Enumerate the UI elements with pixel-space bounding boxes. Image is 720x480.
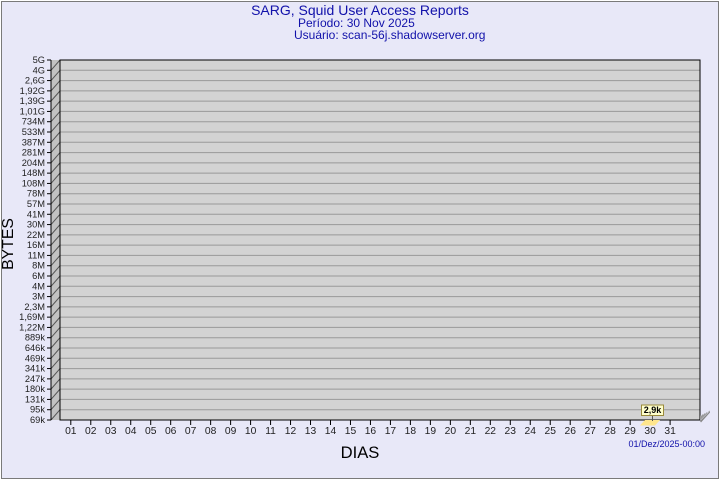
svg-text:69k: 69k [30,415,45,425]
svg-text:BYTES: BYTES [0,218,17,270]
svg-text:19: 19 [425,426,437,437]
svg-text:889k: 889k [25,333,46,343]
svg-text:8M: 8M [32,261,45,271]
svg-text:21: 21 [465,426,477,437]
svg-text:24: 24 [525,426,537,437]
svg-text:01/Dez/2025-00:00: 01/Dez/2025-00:00 [628,439,705,449]
svg-text:04: 04 [125,426,137,437]
svg-text:17: 17 [385,426,397,437]
svg-text:22: 22 [485,426,497,437]
svg-text:30M: 30M [27,220,45,230]
svg-text:469k: 469k [25,353,46,363]
svg-text:247k: 247k [25,374,46,384]
svg-text:12: 12 [285,426,297,437]
svg-text:03: 03 [105,426,117,437]
svg-text:10: 10 [245,426,257,437]
svg-text:204M: 204M [22,158,45,168]
svg-text:78M: 78M [27,189,45,199]
svg-text:08: 08 [205,426,217,437]
svg-text:26: 26 [564,426,576,437]
svg-text:2,9k: 2,9k [644,405,663,415]
svg-text:14: 14 [325,426,337,437]
svg-text:1,22M: 1,22M [19,322,45,332]
svg-text:734M: 734M [22,117,45,127]
svg-text:23: 23 [505,426,517,437]
svg-text:16M: 16M [27,240,45,250]
svg-text:11M: 11M [28,250,45,260]
svg-text:4G: 4G [33,65,45,75]
svg-text:29: 29 [624,426,636,437]
svg-text:387M: 387M [22,137,45,147]
svg-text:131k: 131k [25,394,46,404]
svg-text:4M: 4M [32,281,45,291]
svg-text:DIAS: DIAS [341,443,380,462]
svg-text:11: 11 [265,426,276,437]
svg-text:09: 09 [225,426,237,437]
svg-text:13: 13 [305,426,317,437]
svg-text:5G: 5G [33,55,45,65]
svg-text:281M: 281M [22,148,45,158]
svg-text:41M: 41M [27,209,45,219]
svg-text:95k: 95k [30,405,45,415]
svg-text:1,69M: 1,69M [19,312,45,322]
svg-text:07: 07 [185,426,197,437]
svg-text:27: 27 [584,426,596,437]
svg-text:15: 15 [345,426,357,437]
svg-text:28: 28 [604,426,616,437]
svg-text:31: 31 [664,426,676,437]
svg-text:02: 02 [85,426,97,437]
svg-text:2,6G: 2,6G [25,76,45,86]
svg-text:3M: 3M [32,292,45,302]
svg-text:108M: 108M [22,178,45,188]
svg-text:341k: 341k [25,364,46,374]
svg-text:57M: 57M [27,199,45,209]
svg-text:1,01G: 1,01G [20,106,45,116]
svg-text:1,39G: 1,39G [20,96,45,106]
svg-text:22M: 22M [27,230,45,240]
svg-text:05: 05 [145,426,157,437]
svg-text:25: 25 [545,426,557,437]
svg-text:30: 30 [644,426,656,437]
svg-text:Usuário: scan-56j.shadowserver: Usuário: scan-56j.shadowserver.org [294,28,485,42]
svg-text:1,92G: 1,92G [20,86,45,96]
svg-text:06: 06 [165,426,177,437]
svg-text:646k: 646k [25,343,46,353]
svg-text:2,3M: 2,3M [24,302,45,312]
svg-text:18: 18 [405,426,417,437]
svg-text:20: 20 [445,426,457,437]
svg-text:01: 01 [65,426,77,437]
svg-text:180k: 180k [25,384,46,394]
svg-text:6M: 6M [32,271,45,281]
svg-text:533M: 533M [22,127,45,137]
svg-text:16: 16 [365,426,377,437]
svg-text:148M: 148M [22,168,45,178]
